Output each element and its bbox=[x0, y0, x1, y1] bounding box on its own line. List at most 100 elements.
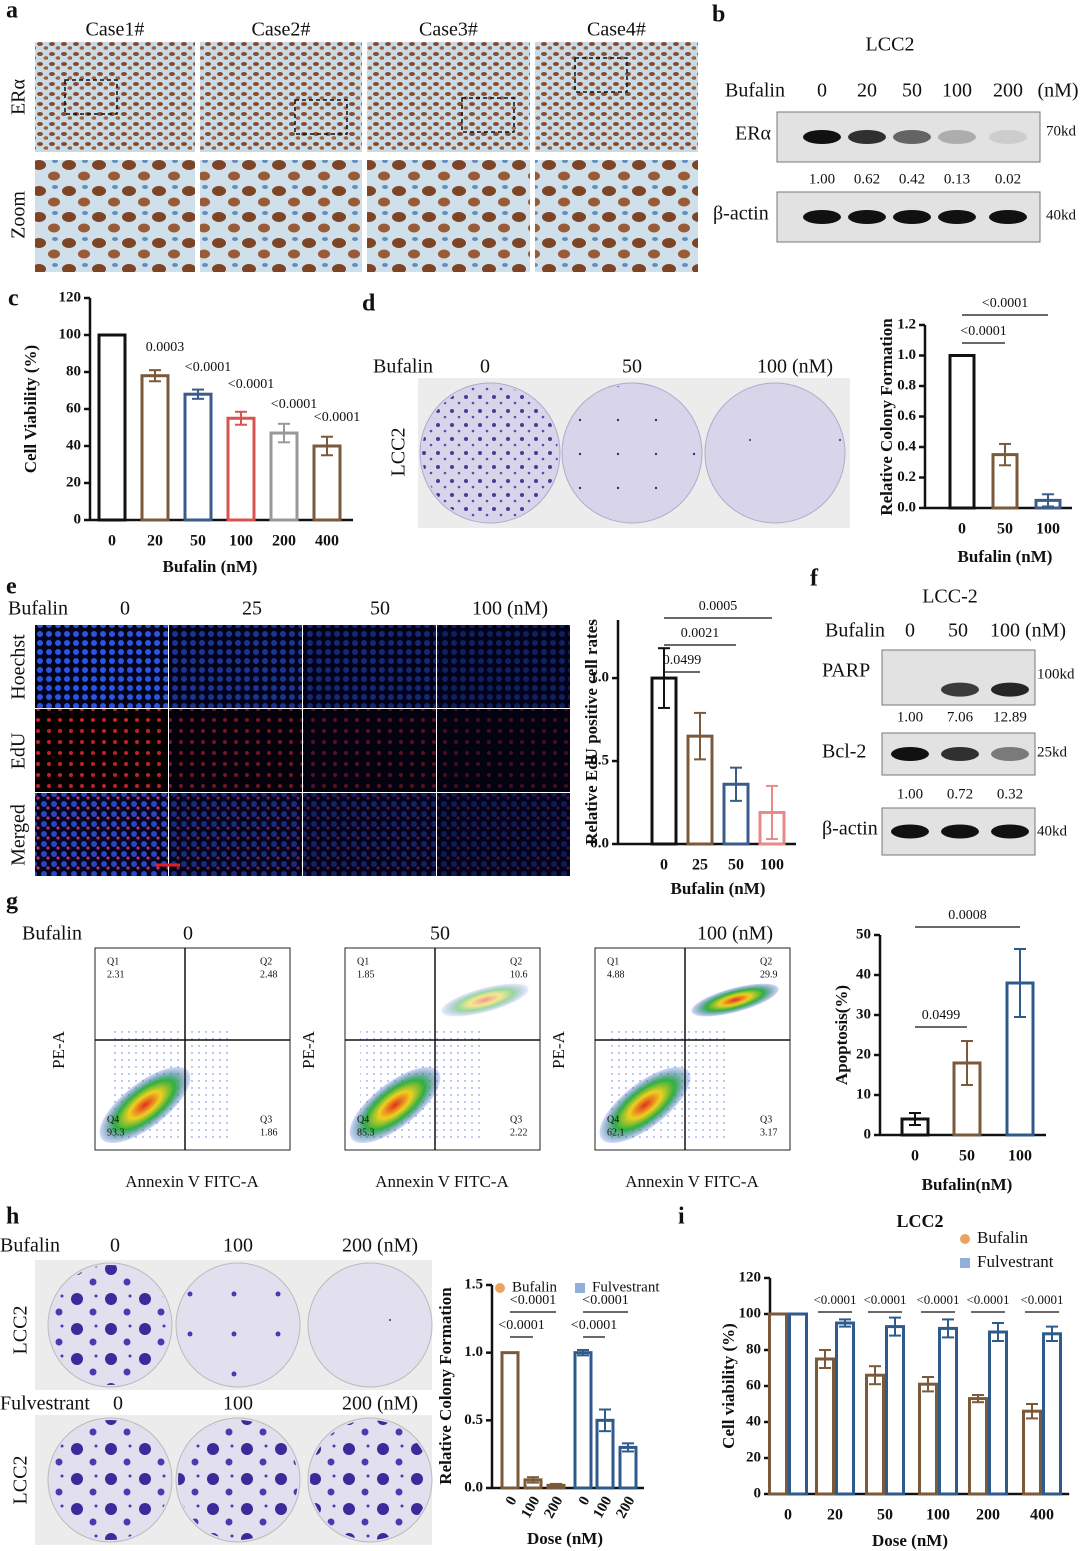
bar bbox=[815, 1357, 835, 1496]
ihc-image bbox=[200, 42, 362, 152]
dose: 0 bbox=[120, 598, 130, 620]
band bbox=[941, 747, 979, 761]
label: Bcl-2 bbox=[822, 741, 866, 763]
dose: 200 (nM) bbox=[342, 1235, 418, 1257]
flow-density bbox=[441, 983, 529, 1017]
x-tick-label: 50 bbox=[728, 857, 744, 874]
label: PARP bbox=[822, 660, 870, 682]
y-tick-label: 0.8 bbox=[897, 377, 916, 393]
y-tick-label: 120 bbox=[739, 1269, 762, 1285]
y-tick-label: 40 bbox=[746, 1413, 761, 1429]
legend-label: Bufalin bbox=[977, 1228, 1028, 1247]
y-tick-label: 0 bbox=[754, 1485, 762, 1501]
label: 100kd bbox=[1037, 666, 1075, 682]
x-tick-label: 100 bbox=[1036, 521, 1060, 538]
y-tick-label: 0 bbox=[864, 1126, 872, 1142]
row-label: Hoechst bbox=[8, 634, 30, 700]
case-label: Case2# bbox=[252, 19, 311, 41]
x-tick-label: 0 bbox=[108, 533, 116, 550]
dose: 0 bbox=[113, 1393, 123, 1415]
ihc-image bbox=[35, 42, 195, 152]
dose: 200 bbox=[993, 80, 1023, 102]
label: Bufalin bbox=[373, 356, 433, 378]
x-tick-label: 100 bbox=[926, 1507, 950, 1524]
y-tick-label: 1.0 bbox=[464, 1344, 483, 1360]
y-tick-label: 60 bbox=[66, 400, 81, 416]
colonies bbox=[50, 1265, 170, 1385]
case-label: Case1# bbox=[86, 19, 145, 41]
y-axis-title: Cell Viability (%) bbox=[21, 345, 40, 473]
fluor-image bbox=[303, 709, 436, 792]
zoom-image bbox=[535, 160, 698, 272]
dose: 50 bbox=[902, 80, 922, 102]
p-value: 0.0499 bbox=[663, 653, 702, 668]
x-tick-label: 200 bbox=[613, 1494, 638, 1521]
quadrant-value: 29.9 bbox=[760, 969, 778, 980]
dose: 50 bbox=[622, 356, 642, 378]
quadrant-value: 93.3 bbox=[107, 1127, 125, 1138]
label: β-actin bbox=[713, 203, 769, 225]
panel-letter: c bbox=[8, 286, 19, 312]
p-value: 0.0003 bbox=[146, 340, 185, 355]
y-tick-label: 0.0 bbox=[897, 499, 916, 515]
quadrant-name: Q3 bbox=[260, 1114, 272, 1125]
quadrant-name: Q4 bbox=[357, 1114, 369, 1125]
quadrant-name: Q2 bbox=[510, 956, 522, 967]
label: Bufalin bbox=[825, 620, 885, 642]
panel-letter: f bbox=[810, 566, 819, 592]
x-tick-label: 50 bbox=[190, 533, 206, 550]
band bbox=[991, 682, 1029, 697]
x-tick-label: 50 bbox=[877, 1507, 893, 1524]
label: Fulvestrant bbox=[0, 1393, 90, 1415]
quadrant-value: 4.88 bbox=[607, 969, 625, 980]
quadrant-value: 10.6 bbox=[510, 969, 528, 980]
panel-letter: d bbox=[362, 291, 376, 317]
y-tick-label: 1.5 bbox=[464, 1276, 483, 1292]
quant: 1.00 bbox=[809, 171, 835, 187]
quant: 0.13 bbox=[944, 171, 970, 187]
quadrant-value: 2.48 bbox=[260, 969, 278, 980]
dose: 100 (nM) bbox=[697, 923, 773, 945]
dose: 100 bbox=[223, 1235, 253, 1257]
x-tick-label: 100 bbox=[518, 1494, 543, 1521]
y-tick-label: 1.0 bbox=[897, 347, 916, 363]
x-tick-label: 50 bbox=[997, 521, 1013, 538]
x-tick-label: 0 bbox=[660, 857, 668, 874]
y-tick-label: 10 bbox=[856, 1086, 871, 1102]
band bbox=[803, 130, 841, 144]
y-tick-label: 30 bbox=[856, 1006, 871, 1022]
quant: 0.72 bbox=[947, 786, 973, 802]
p-value: <0.0001 bbox=[813, 1292, 856, 1307]
band bbox=[938, 130, 976, 144]
chart-title: LCC2 bbox=[896, 1211, 943, 1231]
p-value: <0.0001 bbox=[582, 1293, 628, 1308]
bar bbox=[788, 1312, 808, 1496]
p-value: <0.0001 bbox=[571, 1318, 617, 1333]
panel-letter: i bbox=[678, 1204, 685, 1230]
band bbox=[941, 682, 979, 697]
bar bbox=[835, 1321, 855, 1496]
y-tick-label: 20 bbox=[746, 1449, 761, 1465]
flow-density bbox=[691, 983, 779, 1017]
y-tick-label: 0 bbox=[74, 511, 82, 527]
quant: 12.89 bbox=[993, 709, 1027, 725]
x-tick-label: 50 bbox=[959, 1148, 975, 1165]
x-tick-label: 200 bbox=[976, 1507, 1000, 1524]
legend-marker bbox=[960, 1258, 970, 1268]
quadrant-name: Q4 bbox=[607, 1114, 619, 1125]
dose: 50 bbox=[948, 620, 968, 642]
fluor-image bbox=[303, 793, 436, 876]
y-tick-label: 0.5 bbox=[590, 752, 609, 768]
y-axis-title: Cell viability (%) bbox=[719, 1323, 738, 1449]
y-tick-label: 100 bbox=[59, 326, 82, 342]
colonies bbox=[564, 385, 700, 521]
bar bbox=[885, 1325, 905, 1496]
p-value: <0.0001 bbox=[916, 1292, 959, 1307]
quadrant-value: 3.17 bbox=[760, 1127, 778, 1138]
fluor-image bbox=[437, 793, 570, 876]
x-tick-label: 0 bbox=[576, 1494, 594, 1508]
p-value: 0.0499 bbox=[922, 1008, 961, 1023]
colonies bbox=[178, 1265, 298, 1385]
x-tick-label: 100 bbox=[760, 857, 784, 874]
y-tick-label: 1.2 bbox=[897, 316, 916, 332]
